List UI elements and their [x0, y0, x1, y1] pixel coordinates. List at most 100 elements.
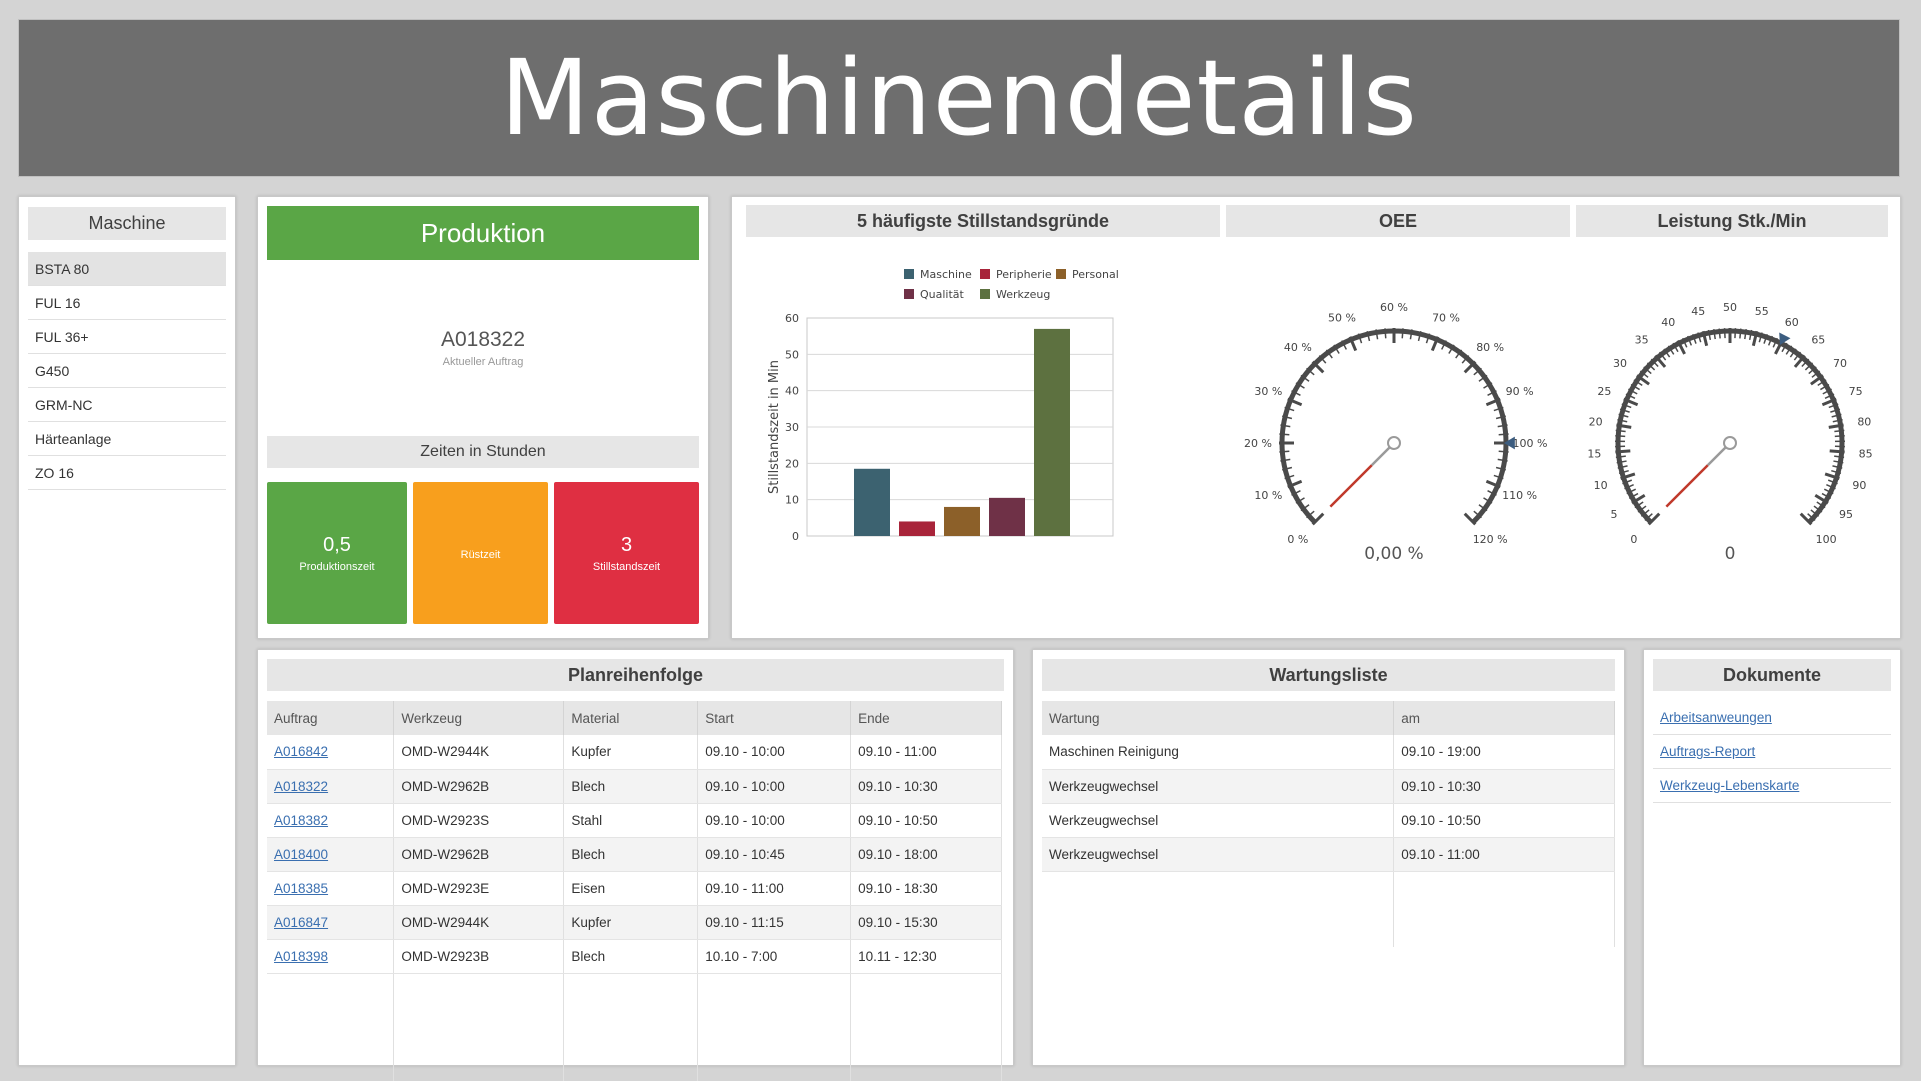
machine-item-ful-36[interactable]: FUL 36+	[28, 320, 226, 354]
gauge-tick-label: 110 %	[1502, 489, 1537, 502]
plan-cell-ende: 09.10 - 18:00	[850, 837, 1002, 872]
minor-tick	[1830, 408, 1841, 413]
plan-column-auftrag[interactable]: Auftrag	[267, 701, 395, 735]
plan-cell-ende: 10.11 - 12:30	[850, 939, 1002, 974]
bar-qualitaet[interactable]	[989, 497, 1025, 536]
order-link[interactable]: A016842	[274, 744, 329, 760]
minor-tick	[1622, 479, 1633, 485]
table-row: A018398 OMD-W2923B Blech 10.10 - 7:00 10.11 …	[267, 939, 1002, 974]
machine-item-grm-nc[interactable]: GRM-NC	[28, 388, 226, 422]
machine-item-g450[interactable]: G450	[28, 354, 226, 388]
bar-werkzeug[interactable]	[1034, 328, 1070, 536]
minor-tick	[1748, 329, 1753, 341]
plan-column-werkzeug[interactable]: Werkzeug	[393, 701, 565, 735]
major-tick	[1751, 330, 1759, 347]
legend-swatch-werkzeug	[980, 289, 990, 299]
document-link-werkzeug-lebenskarte[interactable]: Werkzeug-Lebenskarte	[1660, 778, 1800, 793]
downtime-tile: 3 Stillstandszeit	[554, 482, 699, 624]
document-item: Arbeitsanweungen	[1653, 701, 1891, 735]
minor-tick	[1341, 340, 1347, 350]
major-tick	[1654, 354, 1667, 368]
minor-tick	[1808, 366, 1817, 375]
major-tick	[1623, 397, 1639, 407]
order-link[interactable]: A018322	[274, 778, 329, 794]
table-filler-row	[1042, 871, 1615, 947]
maintenance-column-am[interactable]: am	[1393, 701, 1615, 735]
plan-column-ende[interactable]: Ende	[850, 701, 1002, 735]
minor-tick	[1282, 466, 1293, 471]
minor-tick	[1495, 415, 1506, 420]
plan-cell-werkzeug: OMD-W2944K	[393, 905, 565, 940]
gauge-tick-label: 120 %	[1473, 533, 1508, 546]
machine-item-ful-16[interactable]: FUL 16	[28, 286, 226, 320]
bar-maschine[interactable]	[854, 468, 890, 536]
minor-tick	[1833, 460, 1844, 464]
minor-tick	[1817, 379, 1827, 386]
document-link-arbeitsanweungen[interactable]: Arbeitsanweungen	[1660, 710, 1772, 725]
order-link[interactable]: A018385	[274, 880, 329, 896]
document-link-auftrags-report[interactable]: Auftrags-Report	[1660, 744, 1756, 759]
minor-tick	[1824, 393, 1835, 399]
plan-column-material[interactable]: Material	[563, 701, 699, 735]
bar-personal[interactable]	[944, 506, 980, 536]
gauge-tick-label: 20 %	[1244, 437, 1272, 450]
minor-tick	[1763, 333, 1768, 344]
plan-cell-werkzeug: OMD-W2962B	[393, 837, 565, 872]
plan-column-start[interactable]: Start	[697, 701, 852, 735]
maintenance-cell-wartung: Maschinen Reinigung	[1042, 735, 1395, 770]
minor-tick	[1483, 382, 1493, 389]
minor-tick	[1295, 497, 1305, 504]
minor-tick	[1375, 329, 1379, 340]
order-link[interactable]: A016847	[274, 914, 329, 930]
gauge-tick-label: 100 %	[1513, 437, 1548, 450]
table-row: Werkzeugwechsel 09.10 - 11:00	[1042, 837, 1615, 872]
minor-tick	[1822, 388, 1832, 395]
minor-tick	[1357, 333, 1363, 344]
order-number: A018322	[440, 328, 526, 351]
machine-item-zo-16[interactable]: ZO 16	[28, 456, 226, 490]
minor-tick	[1318, 355, 1327, 364]
plan-cell-werkzeug: OMD-W2944K	[393, 735, 565, 770]
minor-tick	[1793, 351, 1802, 361]
plan-cell-material: Kupfer	[563, 735, 699, 770]
machine-item-bsta-80[interactable]: BSTA 80	[28, 252, 226, 286]
plan-table: Auftrag Werkzeug Material Start Ende A016842…	[267, 701, 1002, 1081]
bar-peripherie[interactable]	[899, 521, 935, 536]
minor-tick	[1280, 458, 1291, 462]
table-row: Werkzeugwechsel 09.10 - 10:50	[1042, 803, 1615, 838]
plan-cell-material: Blech	[563, 769, 699, 804]
current-order: A018322 Aktueller Auftrag	[258, 260, 708, 436]
minor-tick	[1615, 455, 1626, 459]
minor-tick	[1617, 418, 1628, 423]
major-tick	[1615, 449, 1631, 454]
minor-tick	[1644, 513, 1653, 521]
minor-tick	[1284, 474, 1295, 480]
minor-tick	[1478, 504, 1488, 512]
plan-cell-ende: 09.10 - 11:00	[850, 735, 1002, 770]
minor-tick	[1667, 345, 1675, 355]
minor-tick	[1615, 429, 1626, 433]
minor-tick	[1739, 328, 1742, 339]
order-label: Aktueller Auftrag	[442, 356, 524, 368]
minor-tick	[1473, 367, 1482, 376]
order-link[interactable]: A018400	[274, 846, 329, 862]
minor-tick	[1672, 342, 1679, 353]
maintenance-column-wartung[interactable]: Wartung	[1042, 701, 1395, 735]
machine-item-haerteanlage[interactable]: Härteanlage	[28, 422, 226, 456]
minor-tick	[1663, 348, 1671, 358]
major-tick	[1311, 360, 1325, 374]
empty-cell	[393, 973, 565, 1081]
downtime-label: Stillstandszeit	[592, 560, 661, 573]
downtime-bar-chart: 0 10 20 30 40 50 60 Stillstandszeit in Min Masch…	[767, 268, 1119, 543]
downtime-value: 3	[620, 533, 633, 556]
minor-tick	[1827, 479, 1838, 485]
plan-cell-werkzeug: OMD-W2923S	[393, 803, 565, 838]
order-link[interactable]: A018398	[274, 948, 329, 964]
gauge-arc	[1279, 328, 1509, 524]
minor-tick	[1493, 474, 1504, 480]
gauge-tick-label: 90	[1852, 479, 1866, 492]
gauge-tick-label: 15	[1587, 448, 1601, 461]
order-link[interactable]: A018382	[274, 812, 329, 828]
maintenance-cell-am: 09.10 - 19:00	[1393, 735, 1615, 770]
legend-label-werkzeug: Werkzeug	[996, 288, 1050, 301]
